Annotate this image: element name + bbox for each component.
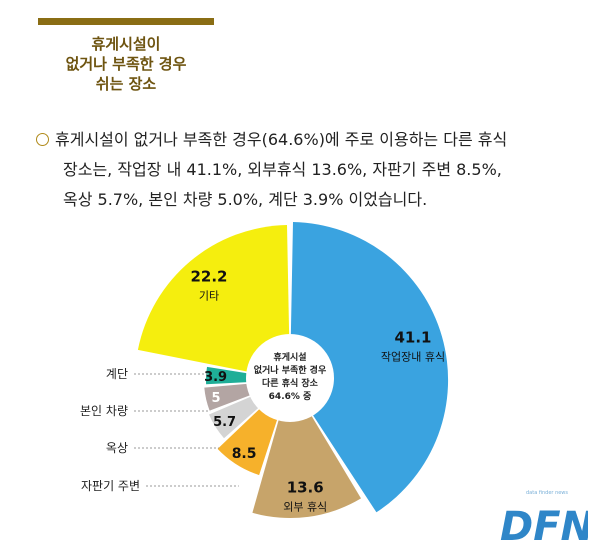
slice-value-label: 5.7	[213, 415, 236, 430]
center-label-line: 64.6% 중	[269, 391, 312, 402]
description-line-1: 휴게시설이 없거나 부족한 경우(64.6%)에 주로 이용하는 다른 휴식	[36, 125, 576, 155]
slice-category-label: 작업장내 휴식	[381, 351, 445, 364]
center-circle	[246, 334, 334, 422]
description: 휴게시설이 없거나 부족한 경우(64.6%)에 주로 이용하는 다른 휴식 장…	[36, 125, 576, 215]
pie-slice	[137, 225, 290, 380]
chart-heading: 휴게시설이 없거나 부족한 경우 쉬는 장소	[38, 34, 214, 94]
slice-value-label: 5	[211, 391, 220, 406]
center-label-line: 다른 휴식 장소	[262, 377, 319, 389]
pie-slice	[290, 222, 449, 513]
heading-line-1: 휴게시설이	[91, 35, 161, 53]
description-line-3: 옥상 5.7%, 본인 차량 5.0%, 계단 3.9% 이었습니다.	[63, 190, 428, 209]
circle-bullet-icon	[36, 133, 49, 146]
slice-value-label: 13.6	[287, 479, 324, 497]
slice-value-label: 8.5	[232, 446, 257, 462]
slice-category-label: 옥상	[106, 441, 128, 455]
slice-category-label: 자판기 주변	[81, 479, 140, 493]
slice-category-label: 기타	[199, 289, 219, 302]
slice-value-label: 3.9	[204, 370, 227, 385]
logo-tagline: data finder news	[526, 490, 568, 496]
heading-line-3: 쉬는 장소	[95, 75, 157, 93]
center-label-line: 없거나 부족한 경우	[254, 364, 327, 376]
pie-slice	[252, 380, 361, 519]
slice-value-label: 41.1	[394, 329, 431, 347]
slice-category-label: 본인 차량	[80, 404, 128, 418]
slice-category-label: 계단	[106, 367, 128, 381]
logo-text: DFN	[500, 504, 588, 546]
description-line-2: 장소는, 작업장 내 41.1%, 외부휴식 13.6%, 자판기 주변 8.5…	[63, 160, 502, 179]
dfn-logo: data finder news DFN	[500, 490, 588, 546]
center-label-line: 휴게시설	[273, 351, 306, 363]
slice-category-label: 외부 휴식	[283, 501, 327, 514]
slice-value-label: 22.2	[190, 267, 227, 285]
heading-accent-bar	[38, 18, 214, 25]
description-text-1: 휴게시설이 없거나 부족한 경우(64.6%)에 주로 이용하는 다른 휴식	[55, 130, 508, 149]
heading-line-2: 없거나 부족한 경우	[65, 55, 187, 73]
